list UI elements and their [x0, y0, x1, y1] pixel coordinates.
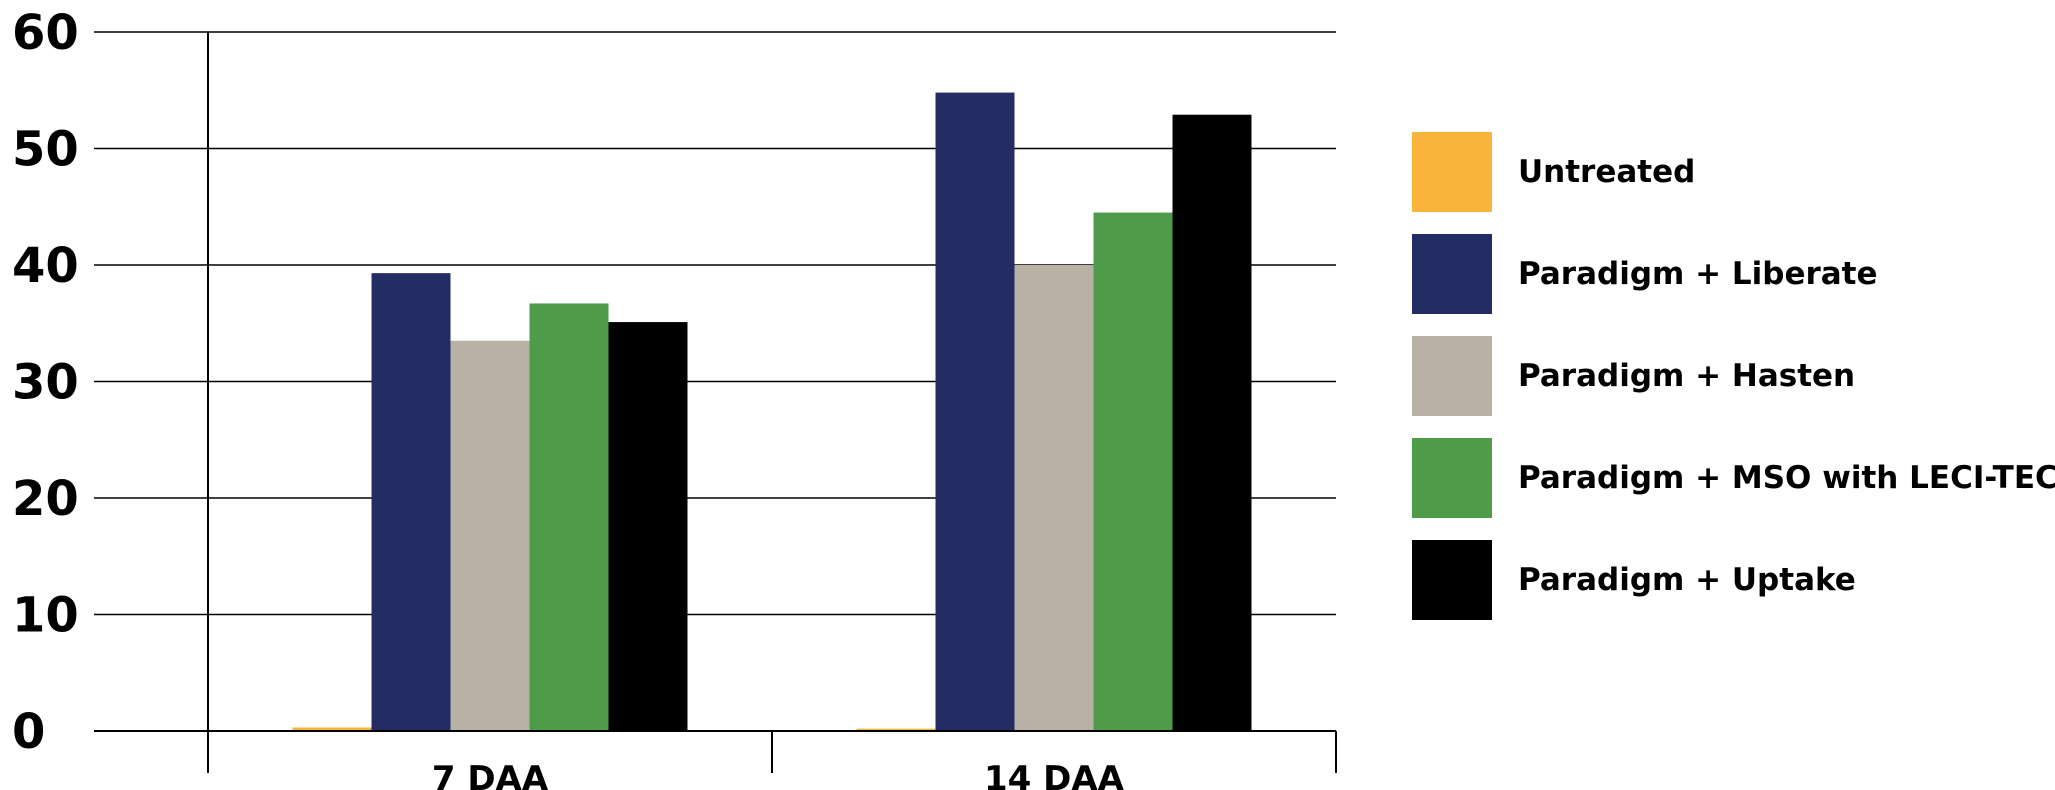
legend-item: Paradigm + Uptake	[1412, 540, 2055, 620]
bar	[1014, 265, 1094, 731]
y-tick-label: 20	[12, 471, 79, 527]
legend-swatch	[1412, 132, 1492, 212]
bar	[935, 92, 1015, 731]
y-tick-label: 10	[12, 588, 79, 644]
axes	[94, 32, 1337, 773]
gridlines	[94, 31, 1336, 732]
y-tick-label: 40	[12, 238, 79, 294]
bar	[529, 303, 609, 731]
legend: Untreated Paradigm + Liberate Paradigm + H…	[1412, 132, 2055, 642]
legend-swatch	[1412, 540, 1492, 620]
legend-item: Paradigm + Liberate	[1412, 234, 2055, 314]
bar	[292, 727, 372, 731]
y-tick-label: 50	[12, 122, 79, 178]
legend-swatch	[1412, 336, 1492, 416]
y-tick-label: 30	[12, 355, 79, 411]
legend-item: Paradigm + Hasten	[1412, 336, 2055, 416]
category-label: 14 DAA	[984, 759, 1125, 790]
y-tick-label: 0	[12, 704, 45, 760]
legend-label: Untreated	[1518, 154, 1696, 190]
legend-label: Paradigm + Hasten	[1518, 358, 1856, 394]
legend-item: Untreated	[1412, 132, 2055, 212]
bar	[608, 322, 688, 731]
legend-item: Paradigm + MSO with LECI-TECH	[1412, 438, 2055, 518]
bar	[1093, 212, 1173, 731]
bar	[856, 728, 936, 731]
bar	[371, 273, 451, 731]
bar	[1172, 114, 1252, 732]
category-labels: 7 DAA 14 DAA	[432, 759, 1125, 790]
category-label: 7 DAA	[432, 759, 549, 790]
y-tick-label: 60	[12, 5, 79, 61]
y-tick-labels: 0 10 20 30 40 50 60	[12, 5, 79, 760]
bar	[450, 340, 530, 731]
legend-swatch	[1412, 234, 1492, 314]
legend-label: Paradigm + Uptake	[1518, 562, 1856, 598]
legend-swatch	[1412, 438, 1492, 518]
bars	[292, 92, 1252, 732]
legend-label: Paradigm + Liberate	[1518, 256, 1878, 292]
legend-label: Paradigm + MSO with LECI-TECH	[1518, 460, 2055, 496]
